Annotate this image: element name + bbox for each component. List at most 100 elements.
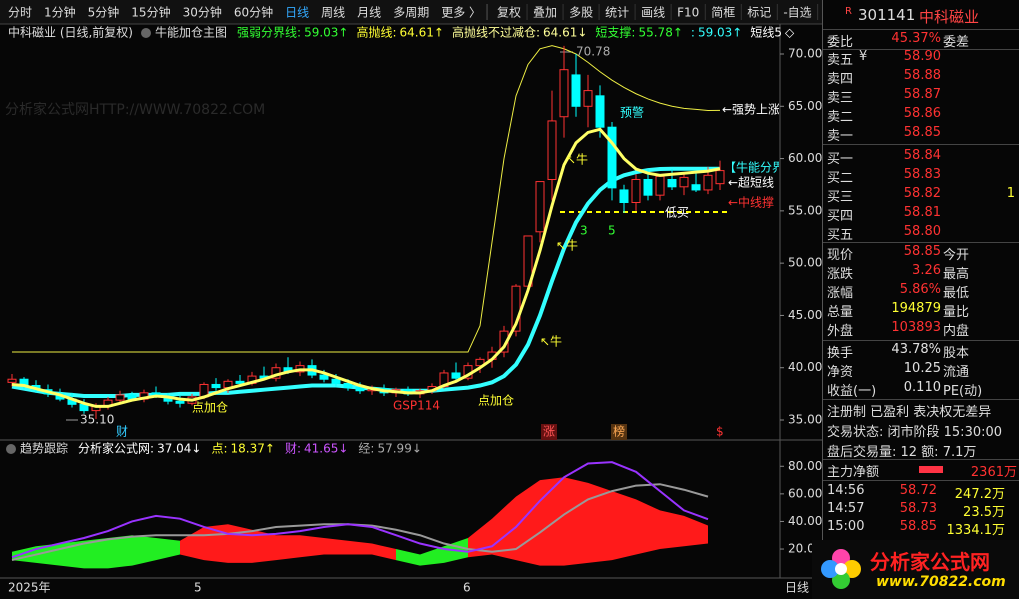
separator bbox=[823, 399, 1019, 400]
finance-label: 流通 bbox=[943, 365, 970, 380]
candle-body bbox=[343, 382, 353, 389]
label: 委差 bbox=[943, 35, 970, 50]
toolbar-button[interactable]: 日线 bbox=[285, 6, 309, 20]
trade-price: 58.73 bbox=[899, 501, 937, 516]
bid-label: 买五 bbox=[827, 228, 854, 243]
annotation: ←超短线 bbox=[728, 175, 774, 190]
candle-body bbox=[571, 74, 581, 107]
candle-body bbox=[679, 176, 689, 188]
indicator-label: 经: bbox=[358, 442, 374, 456]
y-tick-label: 40.00 bbox=[788, 514, 822, 528]
toolbar-button[interactable]: 多周期 bbox=[393, 6, 429, 20]
toolbar-button[interactable]: 15分钟 bbox=[131, 5, 170, 20]
strength-line bbox=[11, 127, 721, 408]
toolbar-button[interactable]: F10 bbox=[677, 6, 699, 20]
quote-label: 内盘 bbox=[943, 324, 970, 339]
energy-area bbox=[684, 515, 708, 547]
trade-time: 14:57 bbox=[827, 501, 865, 516]
quote-label: 总量 bbox=[827, 305, 854, 320]
toolbar-button[interactable]: 统计 bbox=[605, 6, 629, 20]
indicator-value: 64.61↓ bbox=[543, 26, 587, 40]
badge bbox=[611, 424, 627, 440]
finance-label: 收益(一) bbox=[827, 384, 877, 399]
separator bbox=[823, 480, 1019, 481]
separator bbox=[823, 29, 1019, 30]
separator bbox=[823, 340, 1019, 341]
toolbar-button[interactable]: 标记 bbox=[747, 6, 771, 20]
dropdown-icon[interactable] bbox=[141, 28, 151, 38]
energy-area bbox=[612, 491, 636, 561]
trade-price: 58.72 bbox=[899, 483, 937, 498]
energy-area bbox=[420, 546, 444, 566]
toolbar-button[interactable]: 更多 〉 bbox=[441, 6, 481, 20]
indicator-header: 趋势跟踪 分析家公式网: 37.04↓ 点: 18.37↑ 财: 41.65↓ 经: 57.99… bbox=[6, 441, 422, 456]
bid-volume: 1 bbox=[1006, 186, 1015, 201]
annotation: 涨 bbox=[543, 424, 555, 439]
toolbar-button[interactable]: 多股 bbox=[569, 6, 593, 20]
candle-body bbox=[631, 178, 641, 203]
status-text: 注册制 已盈利 表决权无差异 bbox=[827, 405, 992, 420]
dropdown-icon[interactable] bbox=[6, 444, 16, 454]
ask-label: 卖二 bbox=[827, 110, 854, 125]
finance-value: 0.110 bbox=[903, 380, 941, 395]
quote-value: 3.26 bbox=[912, 263, 941, 278]
ask-price: 58.88 bbox=[903, 68, 941, 83]
finance-value: 10.25 bbox=[903, 361, 941, 376]
candle-body bbox=[619, 189, 629, 203]
ask-label: 卖一 bbox=[827, 129, 854, 144]
candle-body bbox=[235, 380, 245, 384]
label: 委比 bbox=[827, 35, 854, 50]
candle-body bbox=[547, 120, 557, 180]
candle-body bbox=[643, 178, 653, 196]
bid-price: 58.81 bbox=[903, 205, 941, 220]
toolbar-button[interactable]: 画线 bbox=[641, 6, 665, 20]
toolbar-button[interactable]: 叠加 bbox=[533, 6, 557, 20]
annotation: 榜 bbox=[613, 424, 625, 439]
toolbar-button[interactable]: 30分钟 bbox=[183, 5, 222, 20]
annotation: 点加仓 bbox=[478, 394, 514, 408]
main-header: 中科磁业 (日线,前复权) 牛能加仓主图 强弱分界线: 59.03↑ 高抛线: 64.61… bbox=[8, 25, 795, 40]
energy-area bbox=[132, 535, 156, 566]
currency-mark: ¥ bbox=[859, 49, 868, 64]
toolbar-button[interactable]: -自选 bbox=[783, 6, 811, 20]
toolbar-button[interactable]: 复权 bbox=[497, 6, 521, 20]
candle-body bbox=[583, 90, 593, 107]
toolbar-button[interactable]: 60分钟 bbox=[234, 5, 273, 20]
stock-title: 中科磁业 (日线,前复权) bbox=[8, 25, 133, 40]
toolbar-button[interactable]: 5分钟 bbox=[88, 5, 120, 20]
energy-area bbox=[372, 543, 396, 561]
energy-area bbox=[156, 538, 180, 561]
quote-value: 58.85 bbox=[903, 244, 941, 259]
flow-bar bbox=[919, 466, 943, 473]
y-tick-label: 35.00 bbox=[788, 413, 822, 427]
x-axis-label: 2025年 bbox=[8, 581, 51, 595]
toolbar: 分时 1分钟 5分钟 15分钟 30分钟 60分钟 日线 周线 月线 多周期 更多 〉 复权 叠加 多股统… bbox=[8, 4, 819, 20]
quote-label: 量比 bbox=[943, 305, 970, 320]
status-text: 盘后交易量: 12 额: 7.1万 bbox=[827, 445, 977, 460]
energy-area bbox=[36, 543, 60, 566]
ask-label: 卖五 bbox=[827, 53, 854, 68]
indicator-label: 强弱分界线: bbox=[237, 26, 301, 40]
finance-value: 43.78% bbox=[891, 342, 941, 357]
badge bbox=[541, 424, 557, 440]
energy-area bbox=[636, 499, 660, 555]
indicator-label: 分析家公式网: bbox=[78, 441, 154, 456]
energy-area bbox=[564, 477, 588, 566]
toolbar-button[interactable]: 月线 bbox=[357, 6, 381, 20]
toolbar-button[interactable]: 1分钟 bbox=[44, 5, 76, 20]
toolbar-button[interactable]: 分时 bbox=[8, 6, 32, 20]
ask-label: 卖四 bbox=[827, 72, 854, 87]
energy-area bbox=[492, 496, 516, 561]
bid-price: 58.80 bbox=[903, 224, 941, 239]
indicator-value: 57.99↓ bbox=[377, 442, 421, 456]
energy-area bbox=[348, 540, 372, 555]
energy-area bbox=[84, 538, 108, 569]
energy-area bbox=[324, 538, 348, 555]
quote-label: 今开 bbox=[943, 248, 970, 263]
bid-label: 买二 bbox=[827, 171, 854, 186]
bid-price: 58.82 bbox=[903, 186, 941, 201]
toolbar-button[interactable]: 周线 bbox=[321, 6, 345, 20]
x-axis-label: 6 bbox=[463, 581, 471, 595]
toolbar-button[interactable]: 简框 bbox=[711, 6, 735, 20]
annotation: GSP114 bbox=[393, 399, 440, 413]
